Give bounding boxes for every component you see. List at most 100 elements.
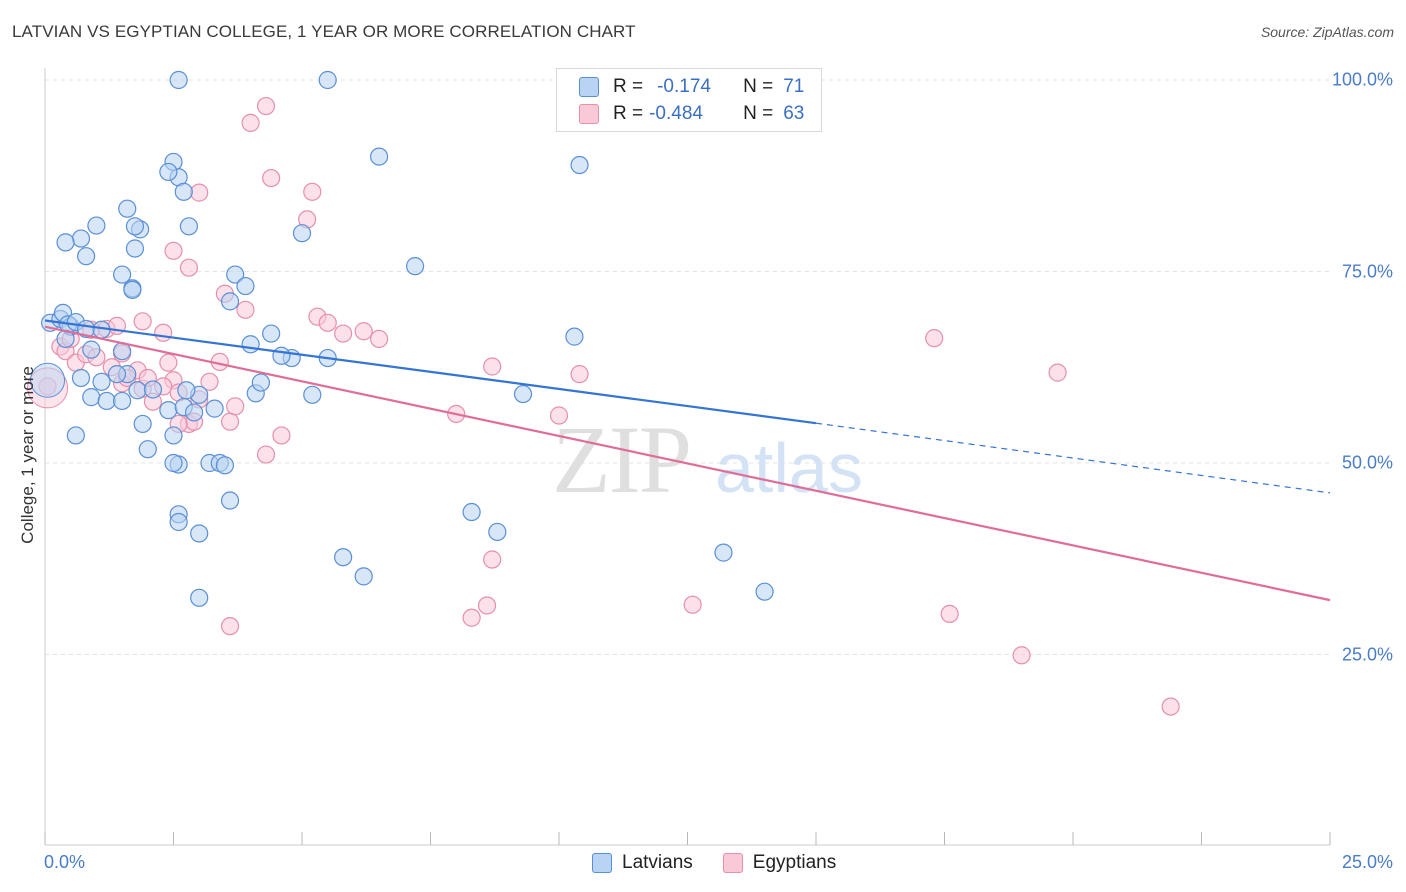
latvians-trend-extension: [815, 422, 1331, 494]
latvians-point: [112, 265, 132, 284]
egyptians-point: [220, 617, 240, 636]
latvians-point: [318, 70, 337, 90]
latvians-point: [123, 280, 142, 299]
latvians-point: [82, 340, 101, 359]
y-tick-label: 100.0%: [1331, 69, 1393, 90]
axes: [44, 68, 1331, 846]
series-legend-egyptians[interactable]: Egyptians: [722, 852, 837, 874]
egyptians-point: [236, 300, 255, 319]
egyptians-point: [549, 406, 569, 425]
latvians-point: [82, 388, 101, 407]
watermark-atlas: atlas: [715, 429, 863, 507]
latvians-point: [755, 582, 774, 601]
watermark: ZIP atlas: [552, 406, 863, 513]
legend-row-egyptians: R = -0.484 N = 63: [579, 102, 804, 126]
latvians-point: [190, 588, 209, 607]
latvians-point: [215, 456, 234, 475]
latvians-point: [138, 440, 157, 459]
series-legend-latvians[interactable]: Latvians: [592, 852, 693, 874]
chart-title: LATVIAN VS EGYPTIAN COLLEGE, 1 YEAR OR M…: [12, 22, 636, 41]
legend-r-label: R =: [613, 76, 644, 97]
latvians-point: [236, 276, 255, 296]
latvians-trend-line: [44, 319, 817, 425]
egyptians-point: [159, 353, 178, 372]
latvians-point: [220, 491, 240, 510]
legend-n-value: 63: [783, 103, 805, 124]
latvians-point: [97, 391, 116, 411]
latvians-point: [251, 373, 270, 392]
latvians-point: [143, 380, 163, 399]
latvians-point: [159, 401, 178, 420]
latvians-point: [118, 199, 137, 218]
egyptians-point: [303, 182, 322, 201]
latvians-point: [77, 247, 96, 266]
latvians-point: [71, 368, 91, 388]
latvians-point: [30, 362, 66, 398]
egyptians-point: [940, 604, 959, 624]
latvians-point: [220, 292, 240, 311]
y-axis-label: College, 1 year or more: [18, 366, 37, 544]
latvians-point: [56, 233, 75, 252]
egyptians-point: [262, 168, 281, 188]
latvians-point: [177, 381, 196, 400]
legend-swatch-egyptians: [579, 104, 599, 124]
latvians-label: Latvians: [622, 852, 693, 873]
egyptians-point: [370, 329, 389, 349]
egyptians-point: [226, 397, 245, 416]
x-tick-max: 25.0%: [1341, 852, 1393, 872]
egyptians-point: [477, 596, 497, 615]
egyptians-point: [272, 426, 291, 445]
egyptians-point: [334, 324, 353, 343]
egyptians-point: [570, 365, 589, 384]
latvians-point: [184, 403, 204, 422]
y-tick-label: 75.0%: [1341, 261, 1393, 281]
y-tick-label: 25.0%: [1341, 644, 1393, 664]
y-tick-label: 50.0%: [1341, 452, 1393, 473]
egyptians-point: [925, 329, 944, 348]
latvians-point: [714, 543, 733, 562]
egyptians-point: [200, 372, 219, 391]
source-credit: Source: ZipAtlas.com: [1260, 24, 1394, 40]
egyptians-point: [483, 550, 502, 569]
legend-r-value: -0.484: [649, 103, 703, 124]
latvians-point: [241, 335, 260, 354]
legend-row-latvians: R = -0.174 N = 71: [579, 75, 804, 99]
latvians-point: [66, 426, 85, 445]
egyptians-swatch: [722, 853, 743, 873]
egyptians-point: [256, 96, 276, 116]
latvians-point: [164, 426, 183, 445]
latvians-point: [190, 524, 209, 543]
latvians-point: [107, 365, 127, 384]
egyptians-point: [1012, 646, 1031, 665]
legend-r-label: R =: [613, 103, 644, 124]
latvians-point: [565, 327, 584, 346]
egyptians-point: [133, 312, 152, 331]
latvians-point: [87, 216, 106, 235]
latvians-point: [226, 265, 245, 284]
latvians-point: [112, 391, 132, 411]
latvians-point: [354, 567, 373, 586]
latvians-point: [133, 414, 152, 434]
egyptians-point: [220, 412, 240, 431]
correlation-legend: R = -0.174 N = 71 R = -0.484 N = 63: [556, 68, 822, 132]
latvians-point: [292, 224, 312, 243]
latvians-point: [169, 512, 188, 532]
egyptians-trend-line: [44, 325, 1331, 602]
egyptians-point: [256, 445, 276, 464]
latvians-point: [370, 147, 389, 166]
latvians-point: [462, 502, 481, 522]
egyptians-point: [483, 357, 502, 376]
latvians-point: [405, 257, 425, 276]
egyptians-label: Egyptians: [752, 852, 837, 873]
latvians-point: [71, 229, 91, 248]
trend-lines: [44, 319, 1331, 602]
latvians-point: [570, 155, 589, 175]
latvians-point: [262, 324, 281, 343]
latvians-points: [30, 70, 774, 607]
latvians-point: [164, 453, 183, 473]
legend-n-label: N =: [743, 76, 774, 97]
x-tick-min: 0.0%: [44, 852, 86, 872]
latvians-point: [125, 217, 145, 236]
legend-r-value: -0.174: [657, 76, 711, 97]
egyptians-point: [241, 113, 260, 132]
